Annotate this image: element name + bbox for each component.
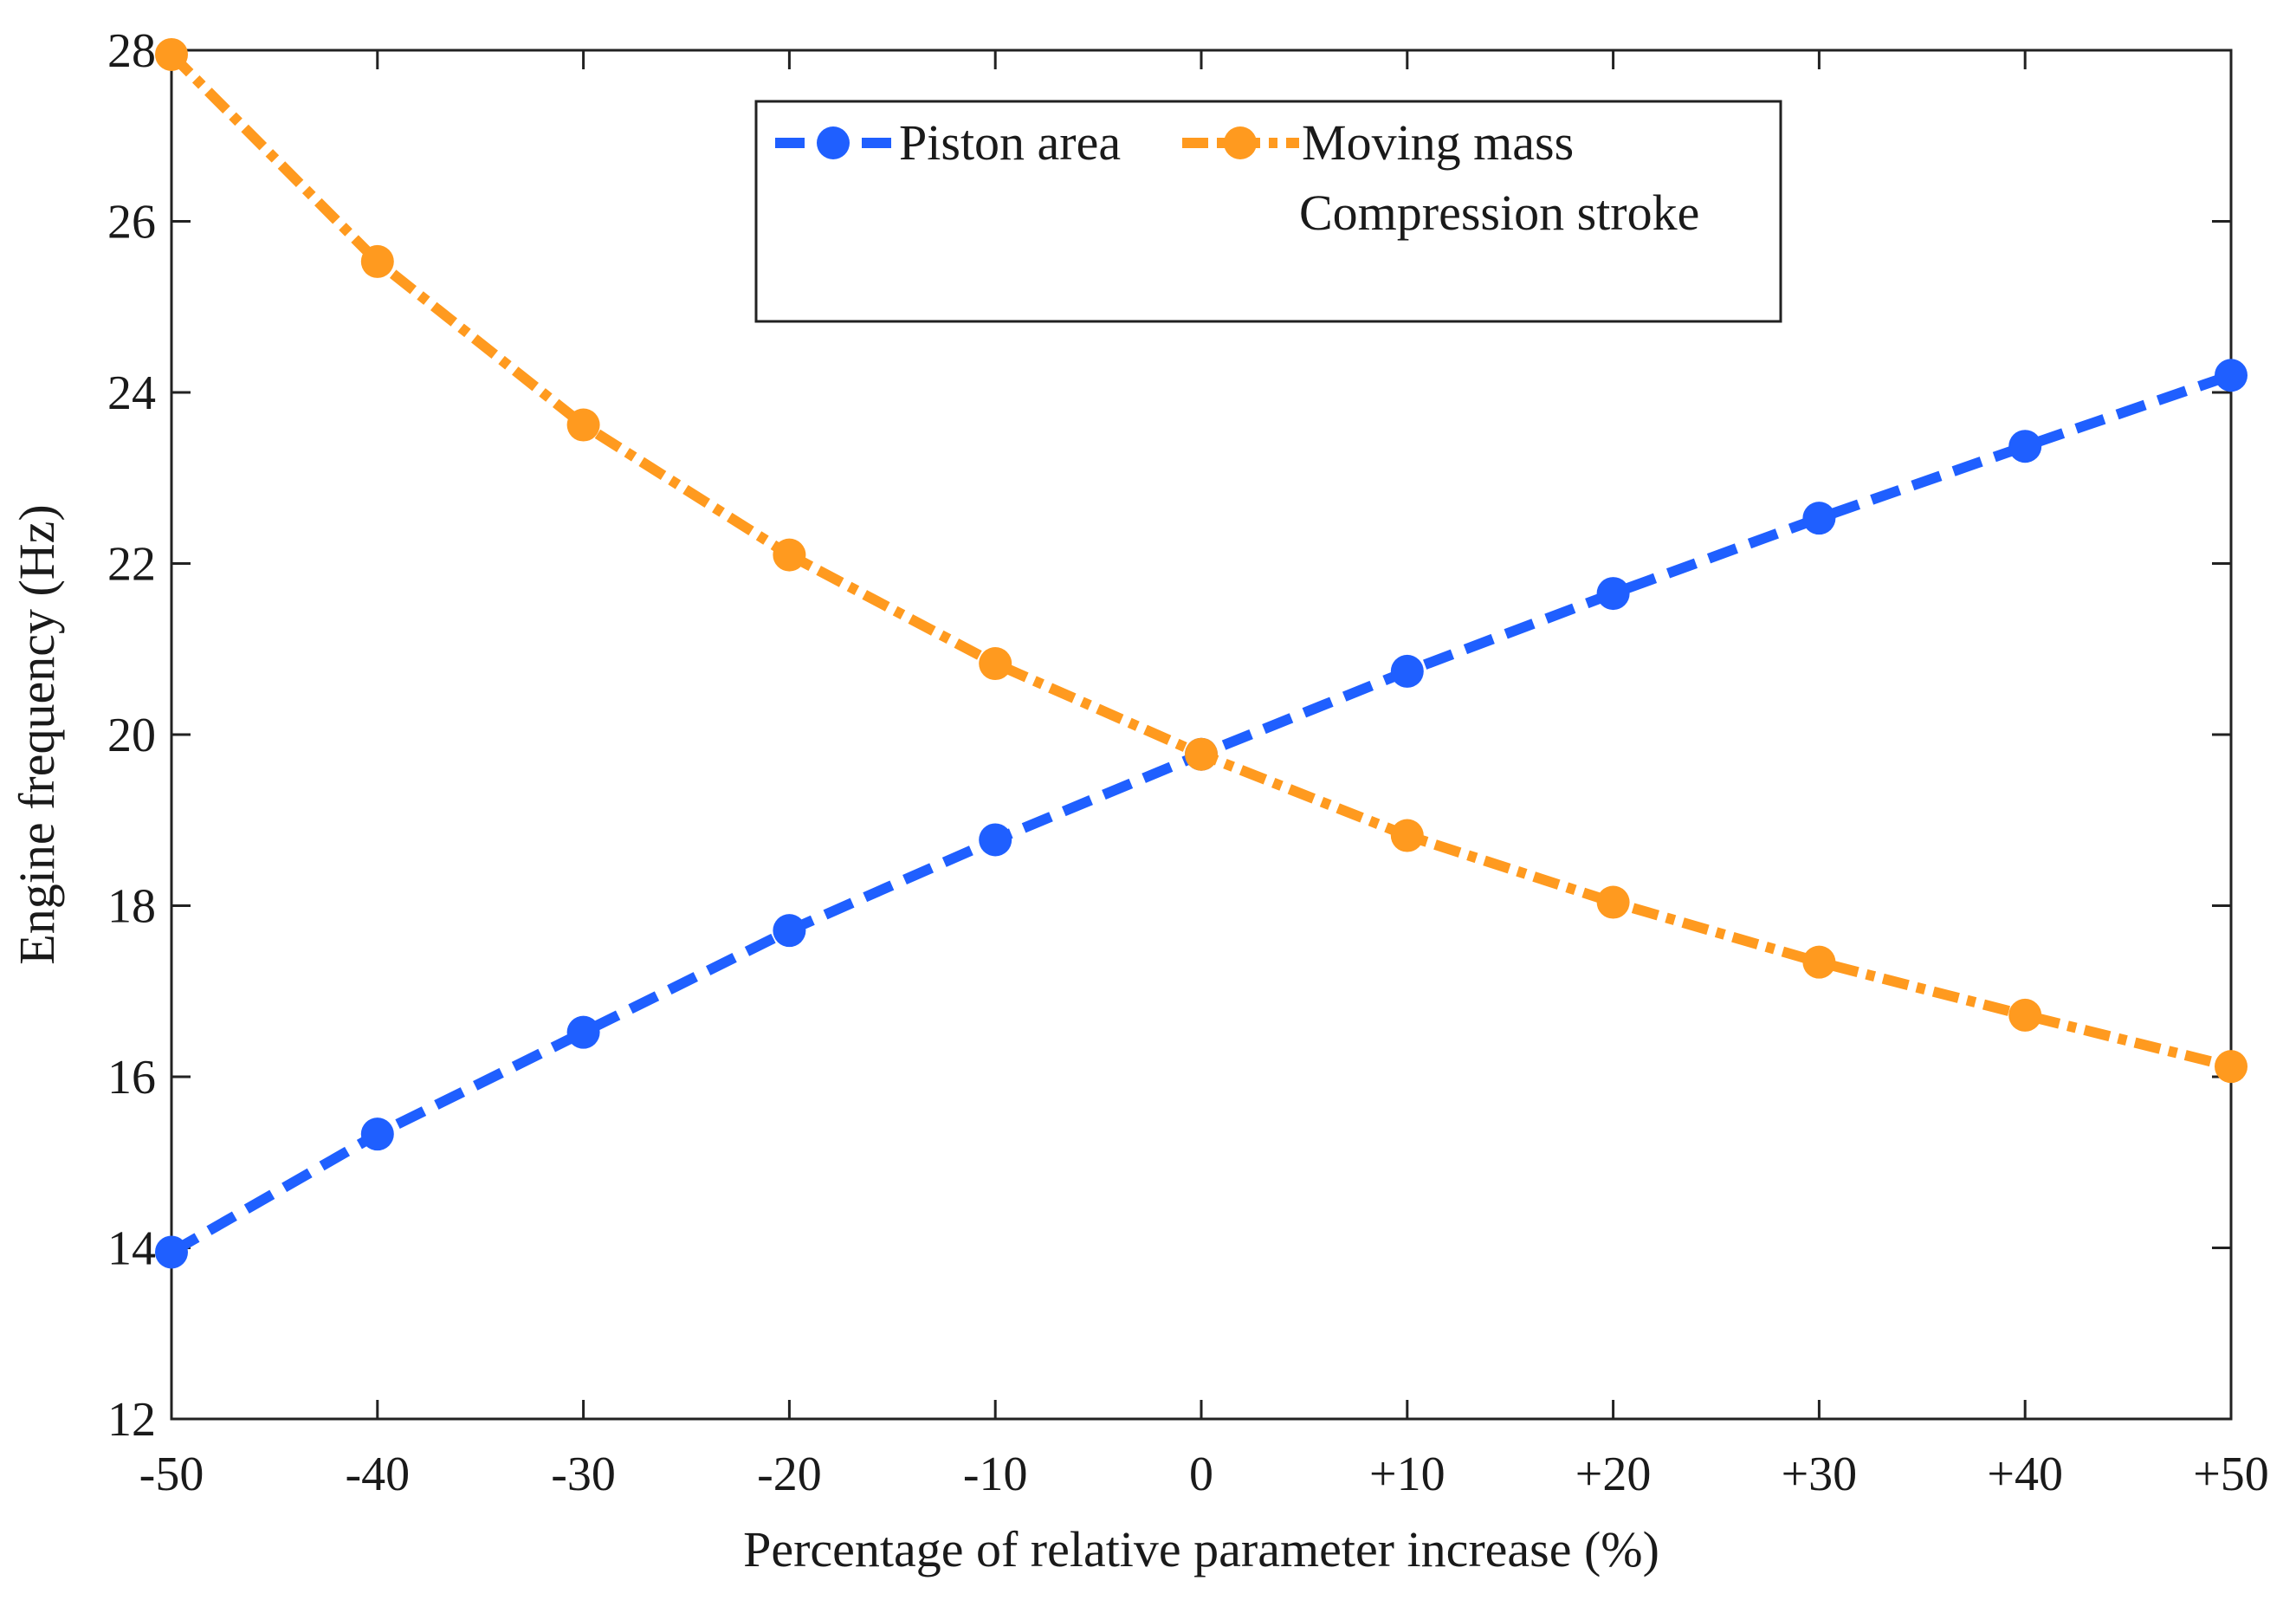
data-point [979,823,1012,857]
data-point [360,1117,394,1151]
legend-box [754,100,1782,323]
data-point [360,244,394,278]
data-point [566,1015,600,1049]
data-point [2215,359,2247,392]
y-tick-label: 18 [107,880,156,934]
data-point [1596,885,1630,919]
y-axis-label: Engine frequency (Hz) [9,504,65,964]
x-axis: -50 -40 -30 -20 -10 0 +10 +20 +30 +40 +50 [139,50,2269,1501]
x-tick-label: -10 [963,1448,1028,1501]
data-point [773,538,806,572]
data-point [1802,945,1836,979]
data-point [1802,502,1836,535]
x-tick-label: 0 [1189,1448,1213,1501]
data-point [155,37,188,71]
series-layer [155,37,2247,1269]
y-tick-label: 16 [107,1051,156,1104]
y-tick-label: 14 [107,1222,156,1276]
legend-item-compression-stroke: Compression stroke [1299,185,1699,241]
legend: Piston area Moving mass Compression stro… [754,100,1782,323]
x-tick-label: -40 [345,1448,410,1501]
legend-swatch-marker [1224,126,1257,159]
data-point [1390,819,1424,852]
data-point [1390,654,1424,688]
y-tick-label: 22 [107,538,156,592]
data-point [155,1235,188,1269]
y-axis: 12 14 16 18 20 22 24 26 28 [107,24,2231,1447]
y-tick-label: 24 [107,366,156,420]
y-tick-label: 20 [107,709,156,762]
legend-label: Moving mass [1302,114,1574,171]
x-axis-label: Percentage of relative parameter increas… [743,1521,1659,1577]
legend-label: Compression stroke [1299,185,1699,241]
legend-label: Piston area [899,114,1121,171]
data-point [2008,430,2042,463]
x-tick-label: +10 [1369,1448,1446,1501]
x-tick-label: +30 [1782,1448,1858,1501]
data-point [773,914,806,948]
data-point [2008,998,2042,1032]
series-moving-mass [155,37,2247,1084]
data-point [1185,737,1218,771]
data-point [979,647,1012,681]
x-tick-label: -30 [551,1448,616,1501]
legend-item-moving-mass: Moving mass [1182,114,1574,171]
legend-item-piston-area: Piston area [775,114,1121,171]
x-tick-label: +20 [1575,1448,1652,1501]
x-tick-label: +50 [2193,1448,2269,1501]
y-tick-label: 12 [107,1393,156,1447]
x-tick-label: -50 [139,1448,204,1501]
x-tick-label: +40 [1987,1448,2063,1501]
y-tick-label: 26 [107,196,156,249]
data-point [566,408,600,442]
y-tick-label: 28 [107,24,156,78]
data-point [1596,577,1630,611]
x-tick-label: -20 [757,1448,822,1501]
legend-swatch-marker [817,126,850,159]
data-point [2215,1050,2247,1084]
